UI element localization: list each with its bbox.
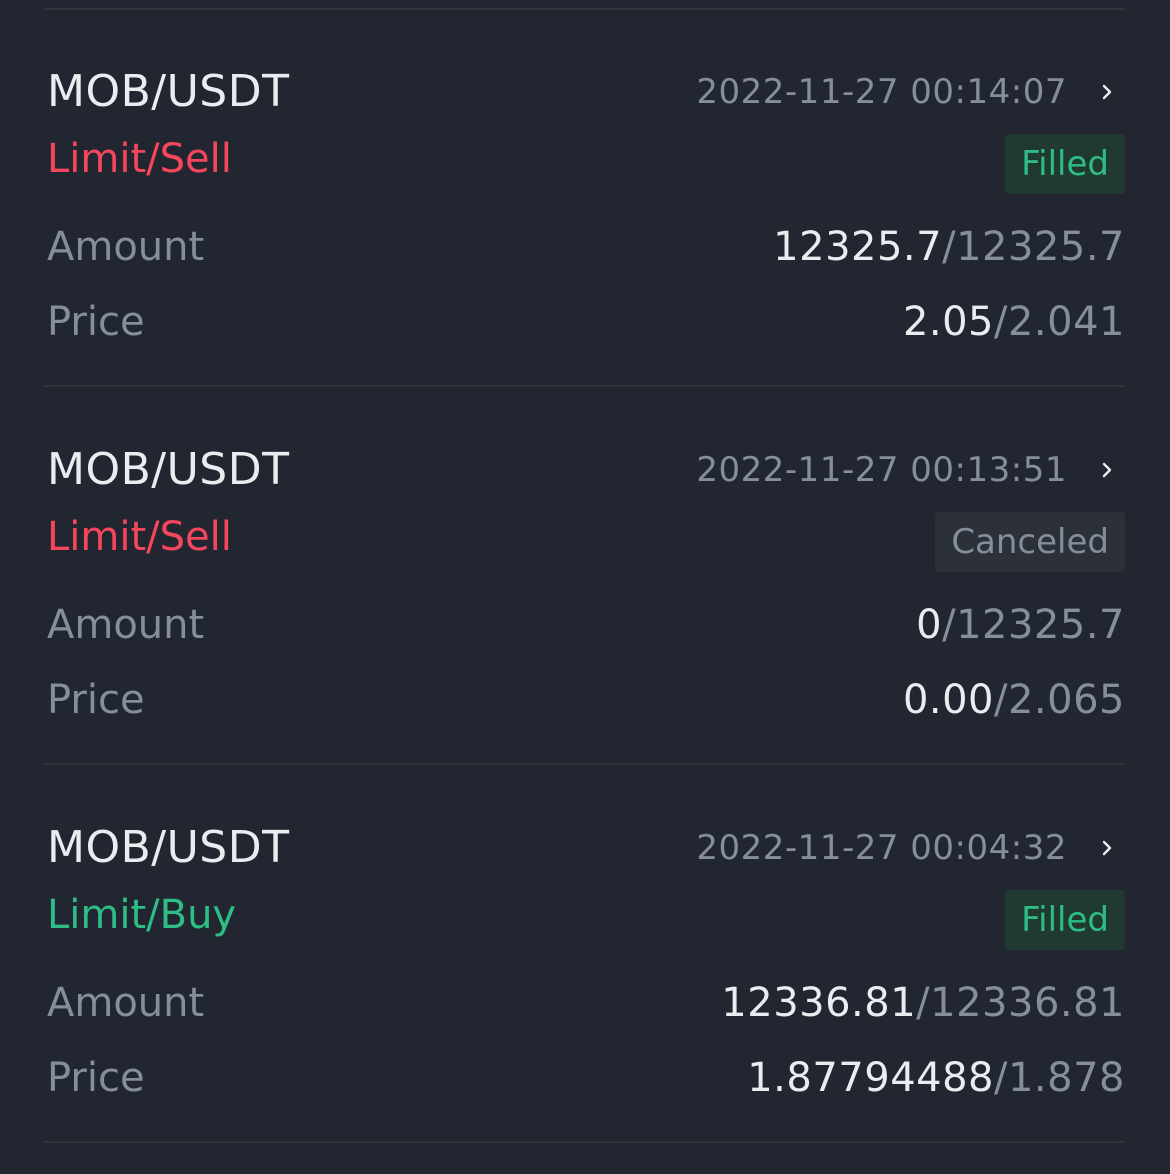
order-pair: MOB/USDT xyxy=(47,822,290,873)
order-time: 2022-11-27 00:14:07 xyxy=(696,72,1067,112)
status-badge: Filled xyxy=(1005,890,1125,950)
amount-total: 12325.7 xyxy=(956,602,1125,648)
price-order: 2.065 xyxy=(1007,677,1125,723)
price-label: Price xyxy=(47,299,145,345)
amount-value: 0/12325.7 xyxy=(916,600,1125,650)
price-value: 2.05/2.041 xyxy=(903,297,1125,347)
amount-label: Amount xyxy=(47,980,205,1026)
status-badge: Canceled xyxy=(935,512,1125,572)
amount-filled: 0 xyxy=(916,602,943,648)
divider xyxy=(45,1141,1125,1143)
amount-filled: 12325.7 xyxy=(773,224,943,270)
order-card[interactable]: MOB/USDT 2022-11-27 00:13:51 Limit/Sell … xyxy=(45,444,1125,754)
divider xyxy=(45,8,1125,10)
price-separator: / xyxy=(994,677,1008,723)
price-order: 2.041 xyxy=(1007,299,1125,345)
amount-label: Amount xyxy=(47,224,205,270)
order-time-link[interactable]: 2022-11-27 00:04:32 xyxy=(696,826,1117,870)
status-badge: Filled xyxy=(1005,134,1125,194)
price-avg: 2.05 xyxy=(902,299,994,345)
order-time-link[interactable]: 2022-11-27 00:13:51 xyxy=(696,448,1117,492)
order-card[interactable]: MOB/USDT 2022-11-27 00:04:32 Limit/Buy F… xyxy=(45,822,1125,1132)
amount-separator: / xyxy=(942,602,957,648)
order-time: 2022-11-27 00:13:51 xyxy=(696,450,1067,490)
amount-filled: 12336.81 xyxy=(721,980,917,1026)
order-side: Limit/Buy xyxy=(47,892,237,938)
chevron-right-icon[interactable] xyxy=(1097,82,1117,102)
order-pair: MOB/USDT xyxy=(47,444,290,495)
price-label: Price xyxy=(47,1055,145,1101)
price-separator: / xyxy=(994,1055,1008,1101)
amount-value: 12336.81/12336.81 xyxy=(721,978,1125,1028)
amount-label: Amount xyxy=(47,602,205,648)
price-label: Price xyxy=(47,677,145,723)
order-side: Limit/Sell xyxy=(47,514,232,560)
price-avg: 1.87794488 xyxy=(747,1055,994,1101)
price-avg: 0.00 xyxy=(902,677,994,723)
price-order: 1.878 xyxy=(1007,1055,1125,1101)
amount-total: 12325.7 xyxy=(956,224,1125,270)
divider xyxy=(45,385,1125,387)
amount-value: 12325.7/12325.7 xyxy=(773,222,1125,272)
order-pair: MOB/USDT xyxy=(47,66,290,117)
price-separator: / xyxy=(994,299,1008,345)
order-card[interactable]: MOB/USDT 2022-11-27 00:14:07 Limit/Sell … xyxy=(45,66,1125,376)
price-value: 1.87794488/1.878 xyxy=(747,1053,1125,1103)
divider xyxy=(45,763,1125,765)
chevron-right-icon[interactable] xyxy=(1097,838,1117,858)
price-value: 0.00/2.065 xyxy=(903,675,1125,725)
amount-total: 12336.81 xyxy=(930,980,1125,1026)
amount-separator: / xyxy=(916,980,931,1026)
chevron-right-icon[interactable] xyxy=(1097,460,1117,480)
order-side: Limit/Sell xyxy=(47,136,232,182)
amount-separator: / xyxy=(942,224,957,270)
order-time-link[interactable]: 2022-11-27 00:14:07 xyxy=(696,70,1117,114)
order-time: 2022-11-27 00:04:32 xyxy=(696,828,1067,868)
